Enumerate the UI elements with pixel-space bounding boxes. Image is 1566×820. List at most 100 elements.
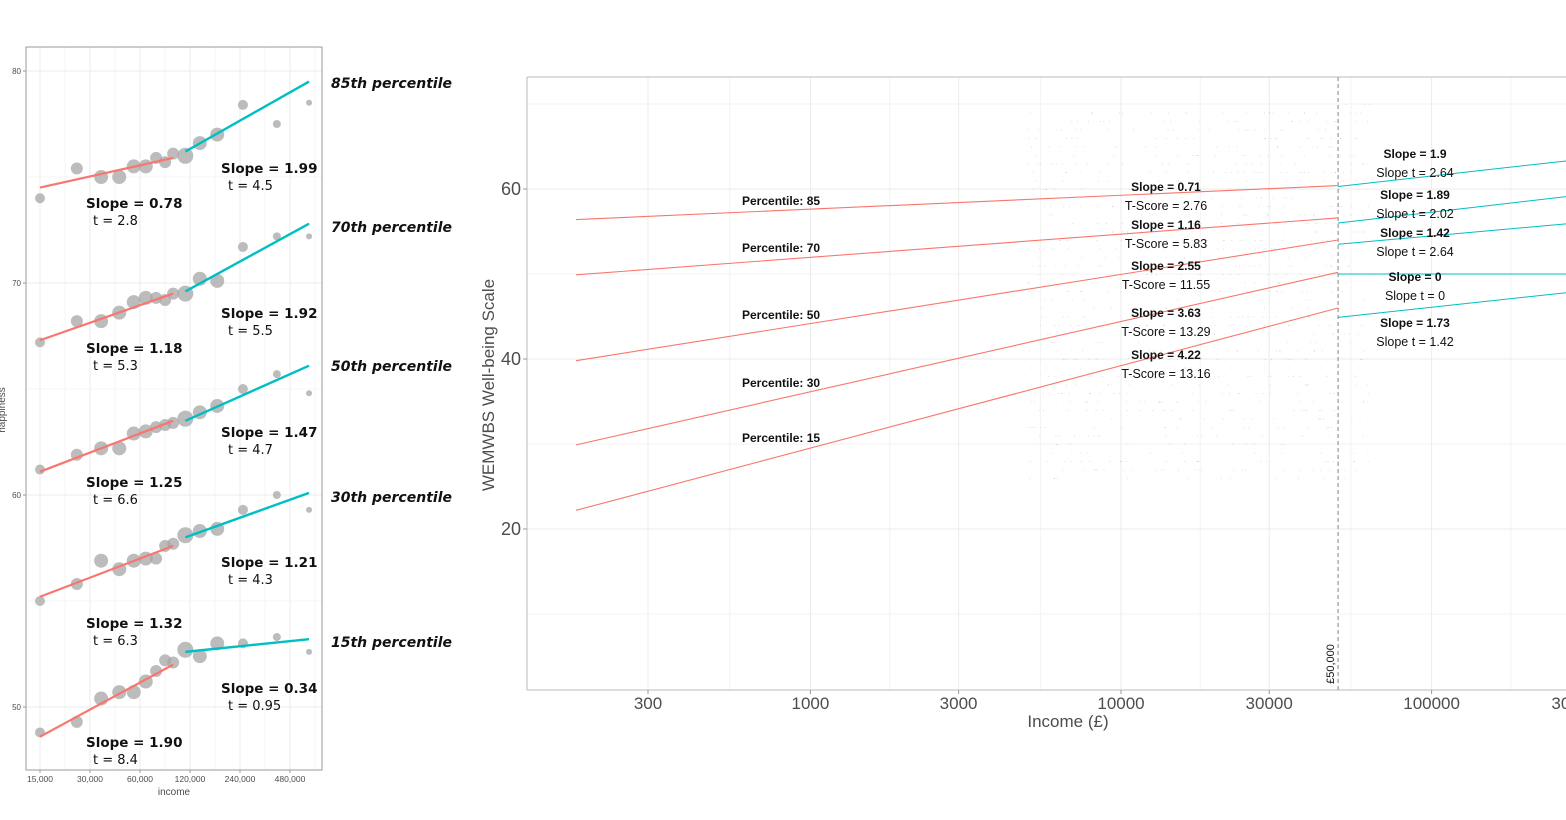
observation-dot xyxy=(1249,248,1251,250)
observation-dot xyxy=(1356,180,1358,182)
observation-dot xyxy=(1176,138,1178,139)
observation-dot xyxy=(1304,384,1306,386)
left-data-point xyxy=(210,273,225,288)
observation-dot xyxy=(1274,248,1276,250)
observation-dot xyxy=(1126,231,1128,233)
observation-dot xyxy=(1314,274,1316,275)
observation-dot xyxy=(1313,214,1315,216)
observation-dot xyxy=(1081,316,1083,318)
observation-dot xyxy=(1355,138,1357,139)
observation-dot xyxy=(1135,282,1137,284)
observation-dot xyxy=(1315,223,1317,224)
observation-dot xyxy=(1218,376,1220,377)
observation-dot xyxy=(1264,308,1266,309)
observation-dot xyxy=(1040,163,1042,165)
observation-dot xyxy=(1070,121,1072,122)
observation-dot xyxy=(1044,427,1046,428)
observation-dot xyxy=(1242,155,1244,156)
observation-dot xyxy=(1111,384,1113,386)
observation-dot xyxy=(1036,155,1038,156)
observation-dot xyxy=(1330,138,1332,139)
observation-dot xyxy=(1188,163,1190,165)
observation-dot xyxy=(1238,393,1240,394)
observation-dot xyxy=(1078,325,1080,326)
observation-dot xyxy=(1184,112,1186,114)
observation-dot xyxy=(1061,163,1063,165)
left-fit-line-below xyxy=(39,156,174,189)
observation-dot xyxy=(1201,435,1203,437)
right-slope-label-above: Slope = 0 xyxy=(1388,270,1441,284)
observation-dot xyxy=(1330,265,1332,267)
observation-dot xyxy=(1350,163,1352,165)
observation-dot xyxy=(1198,461,1200,462)
observation-dot xyxy=(1101,265,1103,267)
right-slope-label-below: Slope = 1.16 xyxy=(1131,218,1201,232)
right-line-below xyxy=(576,185,1339,221)
observation-dot xyxy=(1154,359,1156,360)
observation-dot xyxy=(1163,121,1165,122)
observation-dot xyxy=(1216,248,1218,250)
observation-dot xyxy=(1171,384,1173,386)
observation-dot xyxy=(1031,427,1033,428)
observation-dot xyxy=(1308,427,1310,428)
observation-dot xyxy=(1093,308,1095,309)
left-series-3 xyxy=(35,491,313,606)
observation-dot xyxy=(1074,435,1076,437)
observation-dot xyxy=(1100,121,1102,122)
observation-dot xyxy=(1364,180,1366,182)
observation-dot xyxy=(1114,248,1116,250)
left-data-point xyxy=(306,648,313,655)
observation-dot xyxy=(1197,291,1199,292)
observation-dot xyxy=(1075,384,1077,386)
observation-dot xyxy=(1216,146,1218,148)
observation-dot xyxy=(1054,376,1056,377)
right-line-below xyxy=(575,307,1339,511)
right-x-tick-label: 300000 xyxy=(1551,694,1566,713)
observation-dot xyxy=(1108,325,1110,326)
observation-dot xyxy=(1061,393,1063,394)
observation-dot xyxy=(1141,240,1143,241)
right-t-label-below: T-Score = 11.55 xyxy=(1122,278,1210,292)
observation-dot xyxy=(1354,180,1356,182)
observation-dot xyxy=(1040,427,1042,428)
observation-dot xyxy=(1071,138,1073,139)
observation-dot xyxy=(1248,316,1250,318)
observation-dot xyxy=(1353,452,1355,454)
observation-dot xyxy=(1150,112,1152,114)
observation-dot xyxy=(1127,410,1129,411)
observation-dot xyxy=(1316,112,1318,114)
right-series-4: Percentile: 15 Slope = 4.22 T-Score = 13.1… xyxy=(575,292,1566,511)
observation-dot xyxy=(1165,435,1167,437)
observation-dot xyxy=(1064,461,1066,462)
observation-dot xyxy=(1193,138,1195,139)
observation-dot xyxy=(1158,401,1160,403)
observation-dot xyxy=(1121,367,1123,369)
observation-dot xyxy=(1300,274,1302,275)
observation-dot xyxy=(1259,172,1261,173)
observation-dot xyxy=(1185,138,1187,139)
observation-dot xyxy=(1140,333,1142,335)
observation-dot xyxy=(1260,197,1262,199)
observation-dot xyxy=(1118,393,1120,394)
observation-dot xyxy=(1053,189,1055,190)
right-line-above xyxy=(1338,292,1566,318)
observation-dot xyxy=(1240,231,1242,233)
observation-dot xyxy=(1070,461,1072,462)
left-data-point xyxy=(272,232,281,241)
observation-dot xyxy=(1254,282,1256,284)
observation-dot xyxy=(1071,299,1073,301)
observation-dot xyxy=(1041,231,1043,233)
observation-dot xyxy=(1322,231,1324,233)
observation-dot xyxy=(1096,240,1098,241)
observation-dot xyxy=(1333,333,1335,335)
observation-dot xyxy=(1282,129,1284,131)
observation-dot xyxy=(1332,461,1334,462)
observation-dot xyxy=(1254,129,1256,131)
observation-dot xyxy=(1053,478,1055,479)
observation-dot xyxy=(1337,461,1339,462)
left-data-point xyxy=(306,99,313,106)
observation-dot xyxy=(1264,367,1266,369)
observation-dot xyxy=(1129,274,1131,275)
observation-dot xyxy=(1280,129,1282,131)
